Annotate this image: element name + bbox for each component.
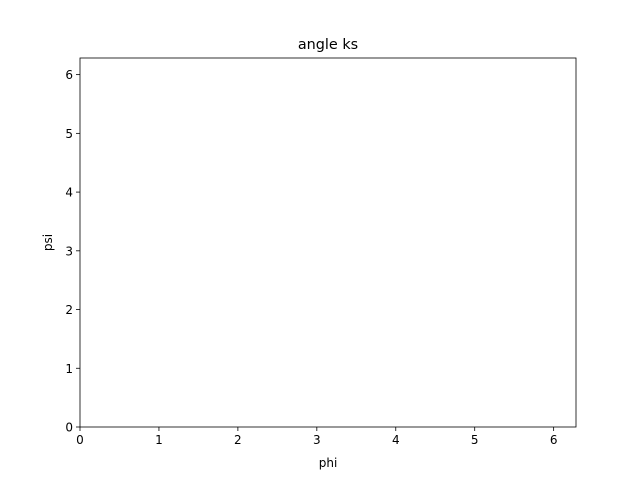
y-tick-label: 5 [65,127,73,141]
chart-title: angle ks [298,37,358,53]
y-tick-label: 4 [65,186,73,200]
x-tick-label: 4 [392,433,400,447]
y-axis: 0 1 2 3 4 5 6 [65,68,80,435]
y-tick-label: 1 [65,362,73,376]
x-tick-label: 5 [471,433,479,447]
x-tick-label: 3 [313,433,321,447]
x-axis-label: phi [319,456,338,470]
x-tick-label: 2 [234,433,242,447]
y-tick-label: 0 [65,421,73,435]
x-axis: 0 1 2 3 4 5 6 [76,427,557,447]
y-tick-label: 3 [65,244,73,258]
x-tick-label: 0 [76,433,84,447]
y-axis-label: psi [41,234,55,251]
axes-frame [79,57,577,428]
x-tick-label: 1 [155,433,163,447]
x-tick-label: 6 [550,433,558,447]
y-tick-label: 6 [65,68,73,82]
y-tick-label: 2 [65,303,73,317]
